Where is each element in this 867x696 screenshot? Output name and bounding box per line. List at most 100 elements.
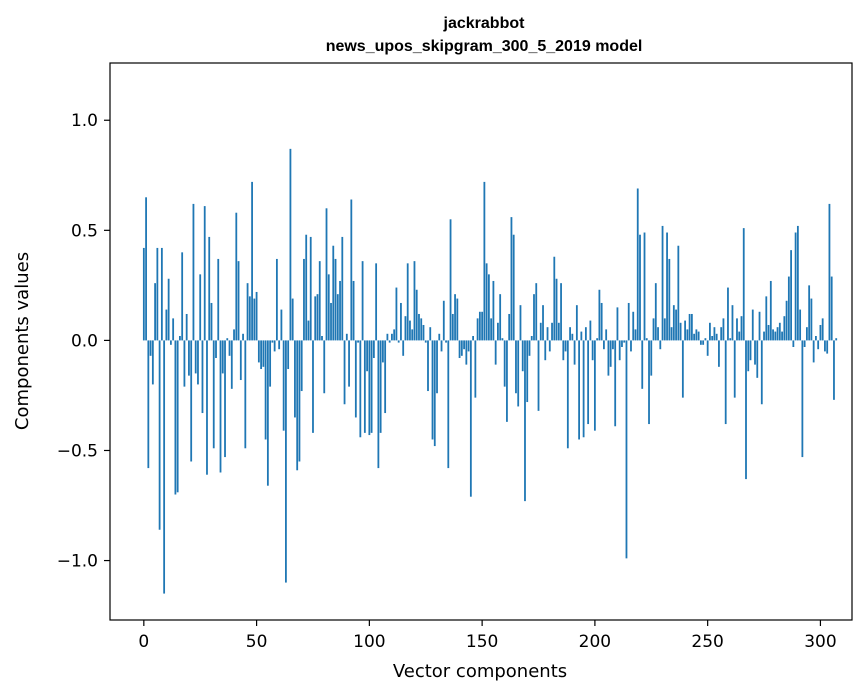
bar-176 — [539, 322, 542, 341]
bar-35 — [221, 340, 224, 374]
bar-46 — [246, 283, 249, 341]
bar-113 — [397, 340, 400, 343]
bar-232 — [666, 232, 668, 341]
bar-216 — [630, 340, 632, 352]
bar-45 — [244, 340, 247, 449]
bar-152 — [485, 263, 488, 341]
bar-5 — [154, 283, 156, 341]
bar-219 — [636, 188, 639, 341]
bar-87 — [339, 280, 341, 341]
bar-129 — [433, 340, 436, 447]
bar-269 — [749, 340, 752, 361]
bar-290 — [796, 225, 799, 341]
bar-218 — [634, 329, 637, 341]
bar-247 — [699, 340, 702, 345]
bar-133 — [442, 300, 445, 341]
bar-13 — [172, 318, 175, 341]
bar-184 — [557, 322, 560, 341]
bar-112 — [395, 287, 398, 341]
x-tick-label: 150 — [466, 632, 498, 652]
bar-228 — [657, 327, 659, 341]
plot-frame — [109, 62, 853, 621]
bar-271 — [754, 340, 756, 365]
bar-43 — [239, 340, 242, 381]
bar-222 — [643, 232, 646, 341]
bar-248 — [702, 340, 705, 345]
bar-215 — [627, 302, 630, 341]
bar-230 — [661, 225, 664, 341]
bar-19 — [185, 313, 188, 341]
bar-225 — [650, 340, 653, 376]
bar-239 — [681, 340, 684, 398]
bar-73 — [307, 320, 310, 341]
bar-273 — [758, 311, 761, 341]
bar-272 — [756, 340, 759, 378]
bar-156 — [494, 340, 497, 365]
bar-205 — [605, 329, 608, 341]
x-tick-label: 100 — [353, 632, 385, 652]
bar-33 — [217, 258, 220, 341]
bar-116 — [404, 316, 407, 341]
bar-97 — [361, 261, 364, 341]
bar-60 — [278, 340, 281, 350]
bar-102 — [372, 340, 375, 359]
bar-283 — [781, 331, 783, 341]
bar-11 — [167, 278, 170, 341]
bar-242 — [688, 313, 691, 341]
bar-144 — [467, 340, 470, 352]
bar-101 — [370, 340, 373, 433]
bar-175 — [537, 340, 540, 411]
bar-193 — [578, 340, 580, 440]
bar-159 — [501, 338, 504, 341]
y-tick-label: 0.5 — [71, 221, 98, 241]
bar-276 — [765, 296, 768, 341]
bar-210 — [616, 307, 619, 341]
bar-294 — [805, 327, 808, 341]
bar-12 — [169, 340, 172, 345]
bar-265 — [740, 316, 743, 341]
bar-253 — [713, 327, 716, 341]
bar-147 — [474, 340, 477, 398]
bar-65 — [289, 148, 292, 341]
bar-150 — [481, 311, 484, 341]
bar-260 — [729, 338, 732, 341]
bar-302 — [824, 340, 826, 352]
bar-126 — [427, 340, 429, 392]
bar-30 — [210, 302, 213, 341]
bar-31 — [212, 340, 215, 449]
bar-127 — [429, 327, 432, 341]
bar-88 — [341, 236, 344, 341]
bar-134 — [445, 340, 447, 343]
bar-24 — [197, 340, 199, 385]
bar-185 — [560, 283, 562, 341]
bar-264 — [738, 331, 741, 341]
bar-21 — [190, 340, 193, 462]
bar-221 — [641, 340, 644, 389]
bar-10 — [165, 309, 168, 341]
bar-303 — [826, 340, 829, 354]
bar-153 — [487, 274, 490, 341]
bar-51 — [257, 340, 260, 363]
bar-169 — [524, 340, 526, 502]
bar-186 — [562, 340, 565, 361]
bar-49 — [253, 298, 256, 341]
bar-288 — [792, 340, 795, 347]
bar-217 — [632, 311, 635, 341]
bar-197 — [587, 340, 590, 425]
bar-172 — [530, 336, 533, 341]
bar-282 — [778, 322, 781, 341]
bar-80 — [323, 340, 326, 394]
bar-292 — [801, 340, 804, 458]
bar-246 — [697, 331, 700, 341]
bar-119 — [411, 329, 414, 341]
bar-76 — [314, 296, 317, 341]
bar-69 — [298, 340, 301, 462]
bar-20 — [188, 340, 190, 376]
bar-128 — [431, 340, 434, 440]
bar-72 — [305, 234, 308, 341]
bar-15 — [176, 340, 179, 493]
bar-108 — [386, 333, 389, 341]
bar-79 — [321, 336, 323, 341]
bar-237 — [677, 245, 680, 341]
bar-94 — [354, 340, 357, 418]
